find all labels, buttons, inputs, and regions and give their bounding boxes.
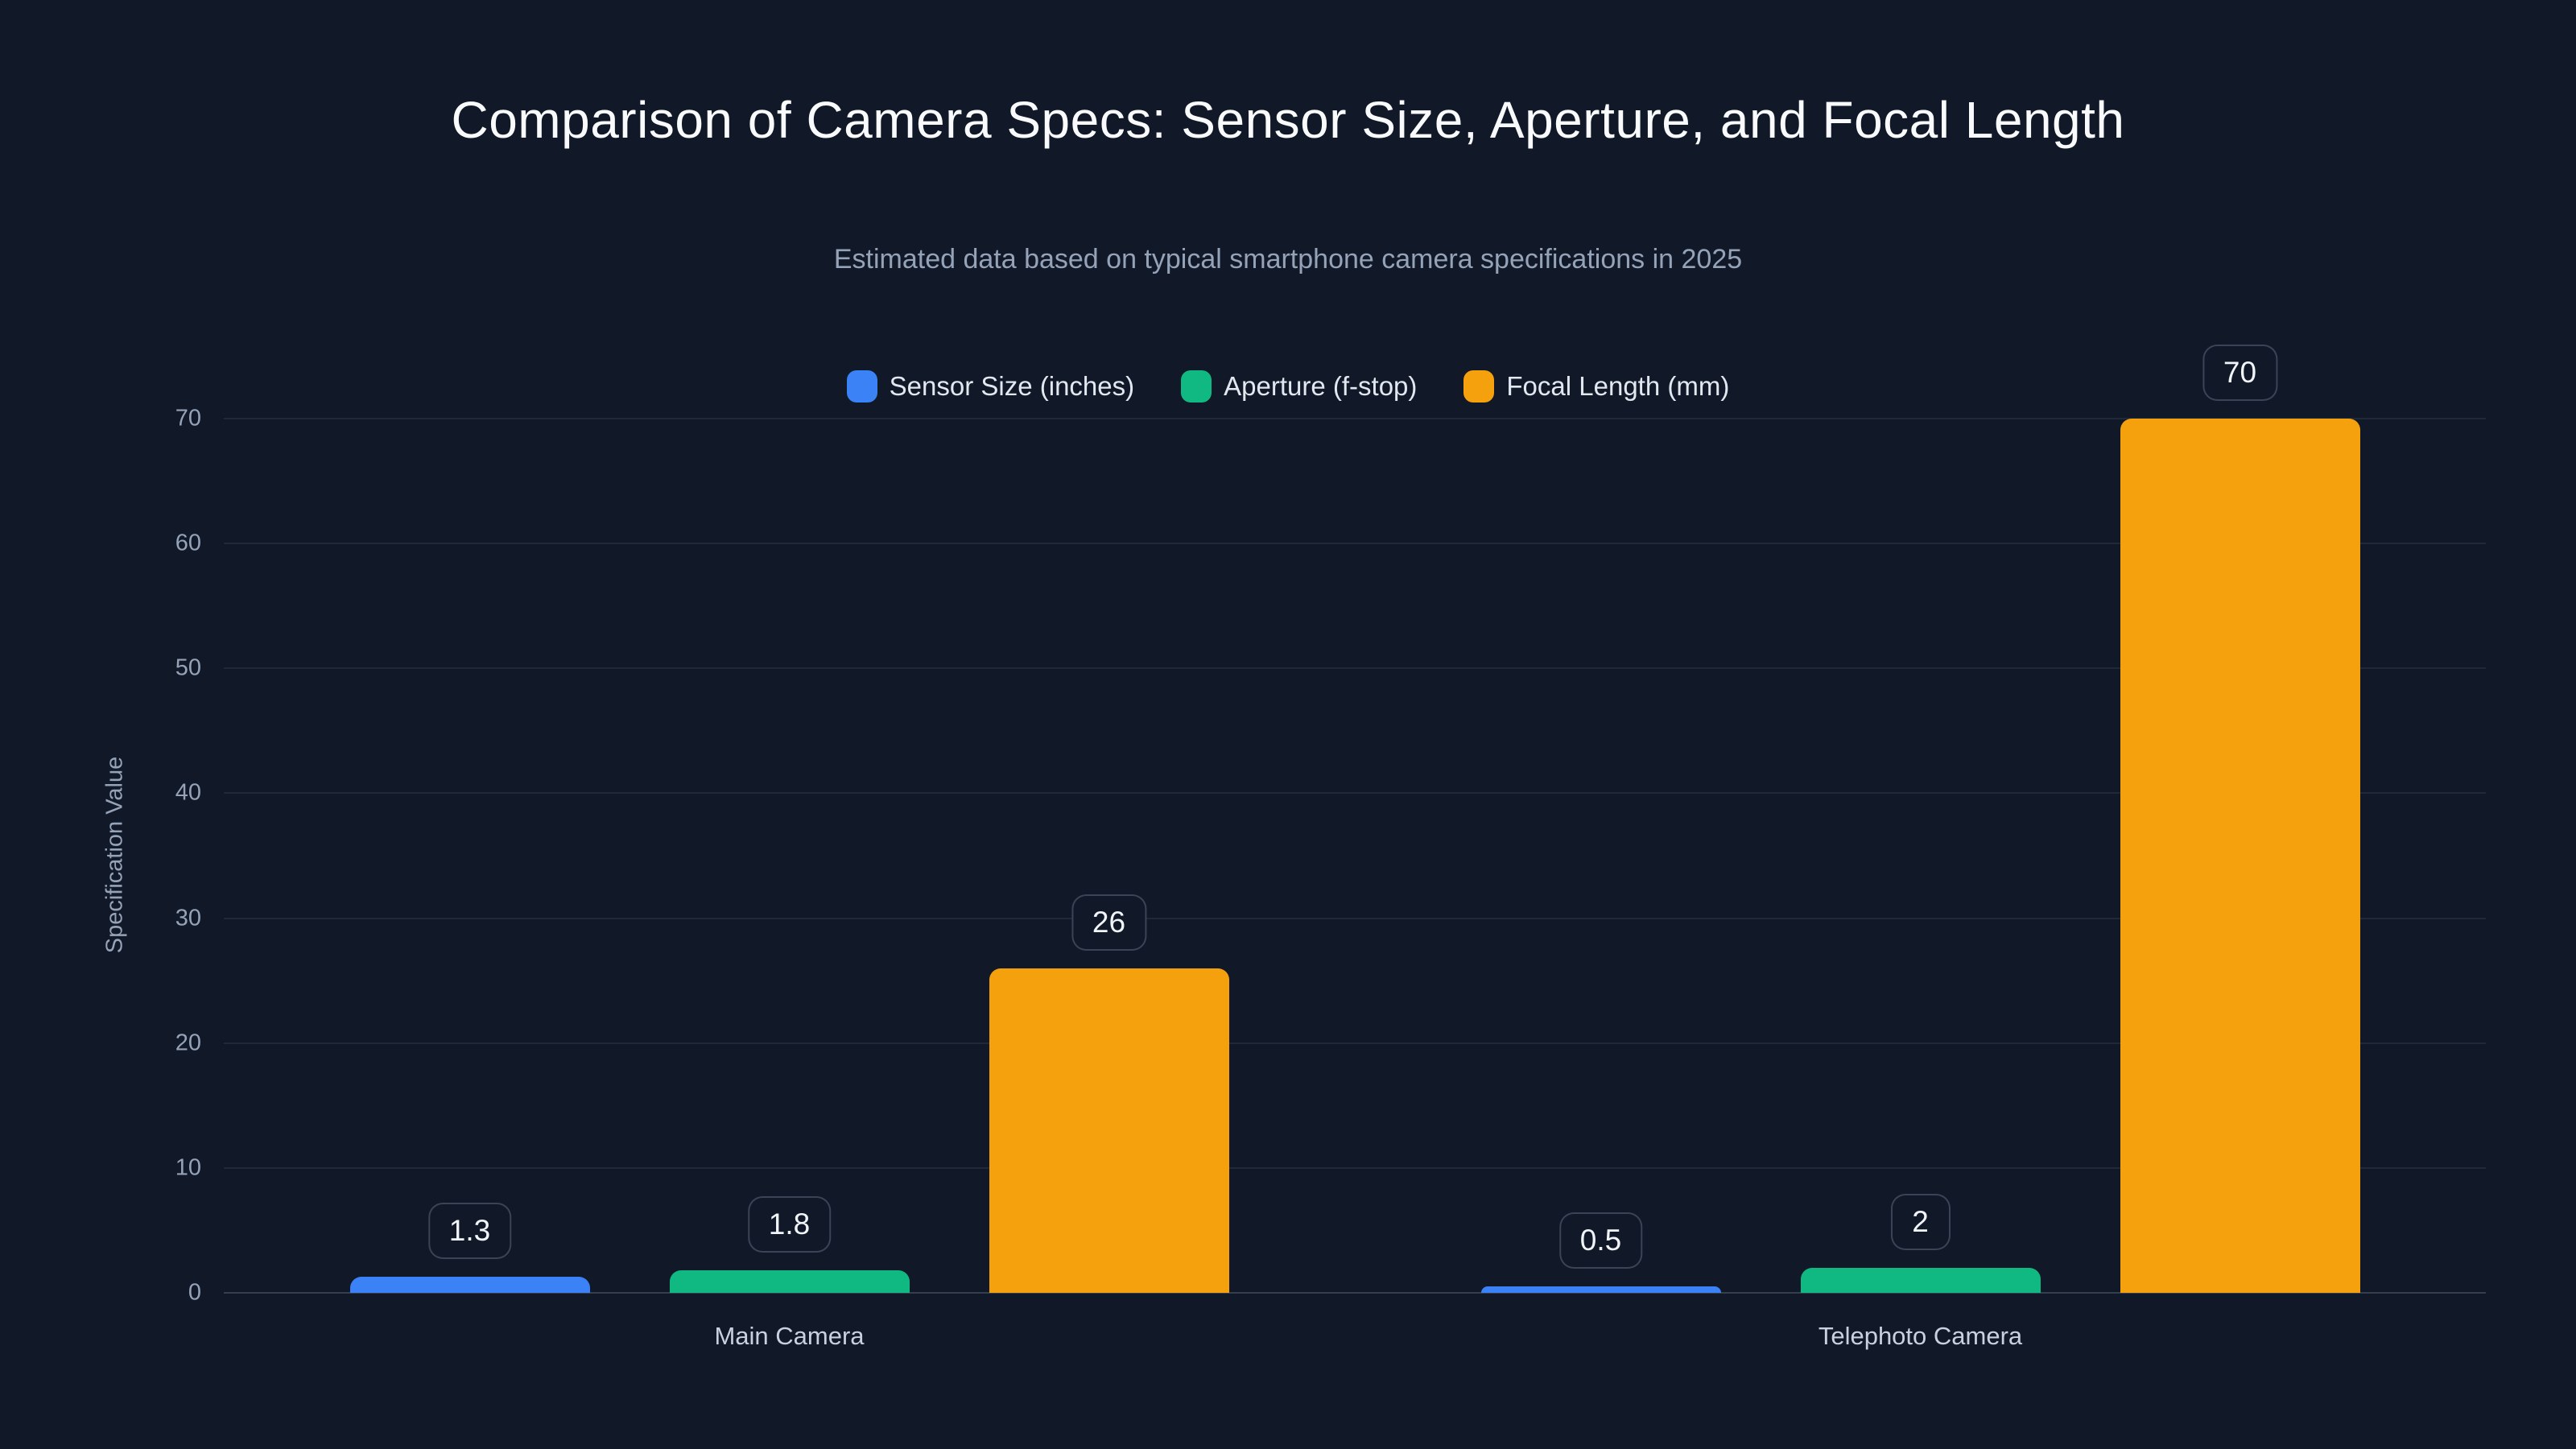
legend-swatch-icon: [1181, 370, 1212, 402]
legend-swatch-icon: [846, 370, 877, 402]
chart-subtitle: Estimated data based on typical smartpho…: [833, 244, 1743, 275]
gridline-y-30: [224, 917, 2486, 919]
value-label-aperture-f-stop--telephoto-camera: 2: [1890, 1193, 1951, 1250]
legend-item-focal-length-mm-[interactable]: Focal Length (mm): [1463, 370, 1729, 402]
y-tick-label-60: 60: [175, 530, 201, 556]
y-tick-label-30: 30: [175, 905, 201, 931]
y-tick-label-0: 0: [188, 1279, 201, 1306]
legend-item-aperture-f-stop-[interactable]: Aperture (f-stop): [1181, 370, 1417, 402]
legend-item-sensor-size-inches-[interactable]: Sensor Size (inches): [846, 370, 1135, 402]
value-label-focal-length-mm--telephoto-camera: 70: [2202, 345, 2278, 401]
gridline-y-10: [224, 1166, 2486, 1169]
legend-label: Focal Length (mm): [1506, 371, 1730, 401]
legend-label: Aperture (f-stop): [1224, 371, 1418, 401]
y-tick-label-10: 10: [175, 1154, 201, 1181]
gridline-y-50: [224, 667, 2486, 670]
legend: Sensor Size (inches) Aperture (f-stop) Foc…: [0, 370, 2576, 402]
y-tick-label-70: 70: [175, 405, 201, 431]
legend-label: Sensor Size (inches): [889, 371, 1135, 401]
bar-sensor-size-inches--main-camera[interactable]: [349, 1276, 590, 1293]
bar-aperture-f-stop--main-camera[interactable]: [669, 1270, 910, 1293]
gridline-y-20: [224, 1042, 2486, 1044]
bar-aperture-f-stop--telephoto-camera[interactable]: [1800, 1267, 2041, 1293]
gridline-y-70: [224, 418, 2486, 419]
y-tick-label-40: 40: [175, 779, 201, 806]
bar-sensor-size-inches--telephoto-camera[interactable]: [1480, 1286, 1721, 1293]
gridline-y-60: [224, 543, 2486, 545]
bar-focal-length-mm--telephoto-camera[interactable]: [2120, 419, 2360, 1293]
chart-title: Comparison of Camera Specs: Sensor Size,…: [451, 91, 2125, 149]
y-tick-label-20: 20: [175, 1030, 201, 1056]
bar-focal-length-mm--main-camera[interactable]: [989, 968, 1229, 1293]
value-label-focal-length-mm--main-camera: 26: [1071, 894, 1147, 951]
y-tick-label-50: 50: [175, 654, 201, 681]
value-label-sensor-size-inches--telephoto-camera: 0.5: [1558, 1212, 1643, 1269]
value-label-sensor-size-inches--main-camera: 1.3: [427, 1202, 512, 1259]
x-category-label-main-camera: Main Camera: [714, 1322, 865, 1350]
legend-swatch-icon: [1463, 370, 1495, 402]
gridline-y-40: [224, 792, 2486, 795]
gridline-y-0: [224, 1292, 2486, 1294]
value-label-aperture-f-stop--main-camera: 1.8: [747, 1196, 832, 1253]
x-category-label-telephoto-camera: Telephoto Camera: [1818, 1322, 2023, 1350]
